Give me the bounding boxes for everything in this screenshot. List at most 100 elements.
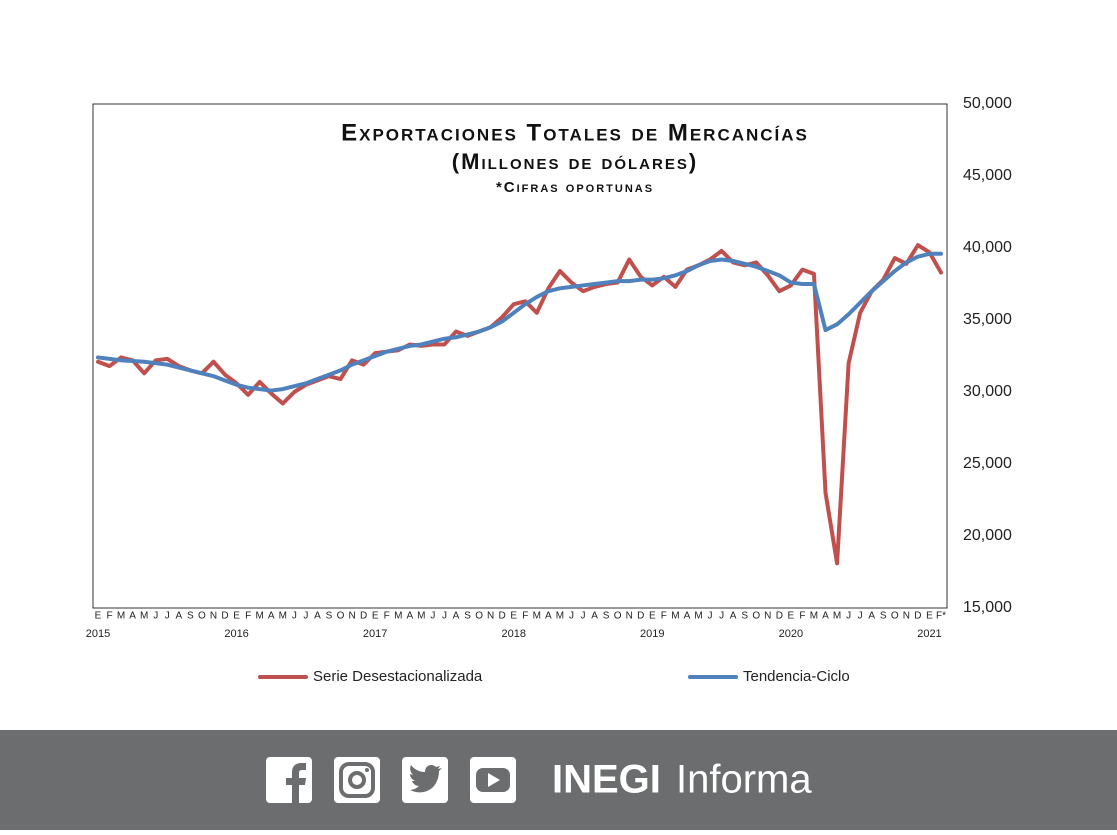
x-tick-label: M [255, 611, 263, 622]
x-tick-label: M [810, 611, 818, 622]
x-tick-label: D [914, 611, 921, 622]
x-tick-label: A [730, 611, 737, 622]
x-tick-label: N [626, 611, 633, 622]
x-tick-label: D [499, 611, 506, 622]
x-tick-label: S [880, 611, 887, 622]
footer-bar [0, 730, 1117, 830]
x-tick-label: N [348, 611, 355, 622]
x-tick-label: N [210, 611, 217, 622]
x-tick-label: M [671, 611, 679, 622]
x-tick-label: S [741, 611, 748, 622]
x-tick-label: N [903, 611, 910, 622]
year-label: 2016 [224, 628, 248, 640]
x-tick-label: F [799, 611, 805, 622]
x-tick-label: E [649, 611, 656, 622]
x-tick-label: F [661, 611, 667, 622]
instagram-icon [334, 757, 380, 803]
x-tick-label: O [198, 611, 206, 622]
data-line [96, 251, 943, 393]
x-tick-label: S [603, 611, 610, 622]
year-label: 2019 [640, 628, 664, 640]
x-tick-label: D [637, 611, 644, 622]
y-tick-label: 30,000 [963, 383, 1012, 400]
x-tick-label: F [245, 611, 251, 622]
year-label: 2018 [501, 628, 525, 640]
legend-label: Tendencia-Ciclo [743, 668, 850, 685]
x-tick-label: D [360, 611, 367, 622]
x-tick-label: S [464, 611, 471, 622]
x-tick-label: M [140, 611, 148, 622]
x-tick-label: E [233, 611, 240, 622]
year-label: 2015 [86, 628, 110, 640]
x-tick-label: S [187, 611, 194, 622]
y-tick-label: 15,000 [963, 599, 1012, 616]
x-tick-label: M [394, 611, 402, 622]
footer-brand: INEGI [552, 758, 661, 802]
x-tick-label: A [175, 611, 182, 622]
x-tick-label: D [776, 611, 783, 622]
x-tick-label: F [106, 611, 112, 622]
y-tick-label: 40,000 [963, 239, 1012, 256]
x-tick-label: A [684, 611, 691, 622]
x-tick-label: M [279, 611, 287, 622]
x-tick-label: A [545, 611, 552, 622]
plot-area [92, 103, 948, 609]
x-tick-label: A [129, 611, 136, 622]
x-tick-label: E [788, 611, 795, 622]
x-tick-label: J [430, 611, 435, 622]
x-tick-label: O [614, 611, 622, 622]
x-tick-label: M [556, 611, 564, 622]
x-tick-label: N [487, 611, 494, 622]
x-tick-label: A [314, 611, 321, 622]
x-tick-label: A [822, 611, 829, 622]
x-tick-label: M [694, 611, 702, 622]
y-tick-label: 25,000 [963, 455, 1012, 472]
x-tick-label: O [752, 611, 760, 622]
x-tick-label: J [303, 611, 308, 622]
x-tick-label: O [337, 611, 345, 622]
x-tick-label: E [372, 611, 379, 622]
x-tick-label: E [95, 611, 102, 622]
social-icons [266, 757, 516, 803]
x-tick-label: M [117, 611, 125, 622]
x-tick-label: A [591, 611, 598, 622]
year-label: 2021 [917, 628, 941, 640]
chart-subtitle: (Millones de dólares) [452, 149, 698, 174]
x-tick-label: N [764, 611, 771, 622]
y-tick-label: 50,000 [963, 95, 1012, 112]
x-tick-label: A [868, 611, 875, 622]
x-tick-label: J [858, 611, 863, 622]
x-tick-label: J [292, 611, 297, 622]
y-tick-label: 20,000 [963, 527, 1012, 544]
x-tick-label: E [926, 611, 933, 622]
x-tick-label: J [581, 611, 586, 622]
x-tick-label: A [268, 611, 275, 622]
x-tick-label: A [406, 611, 413, 622]
x-tick-label: J [153, 611, 158, 622]
x-tick-label: J [569, 611, 574, 622]
x-tick-label: D [221, 611, 228, 622]
x-tick-label: E [510, 611, 517, 622]
x-tick-label: M [417, 611, 425, 622]
legend-label: Serie Desestacionalizada [313, 668, 483, 685]
x-tick-label: F* [936, 611, 946, 622]
y-tick-label: 45,000 [963, 167, 1012, 184]
x-tick-label: O [891, 611, 899, 622]
x-tick-label: M [533, 611, 541, 622]
x-tick-label: M [833, 611, 841, 622]
x-tick-label: F [522, 611, 528, 622]
x-tick-label: J [719, 611, 724, 622]
x-tick-label: J [846, 611, 851, 622]
x-tick-label: A [453, 611, 460, 622]
x-tick-label: S [326, 611, 333, 622]
year-label: 2020 [779, 628, 803, 640]
chart-note: *Cifras oportunas [496, 179, 654, 196]
x-tick-label: J [165, 611, 170, 622]
x-tick-label: O [475, 611, 483, 622]
x-tick-label: J [442, 611, 447, 622]
x-tick-label: F [384, 611, 390, 622]
x-tick-label: J [708, 611, 713, 622]
year-label: 2017 [363, 628, 387, 640]
